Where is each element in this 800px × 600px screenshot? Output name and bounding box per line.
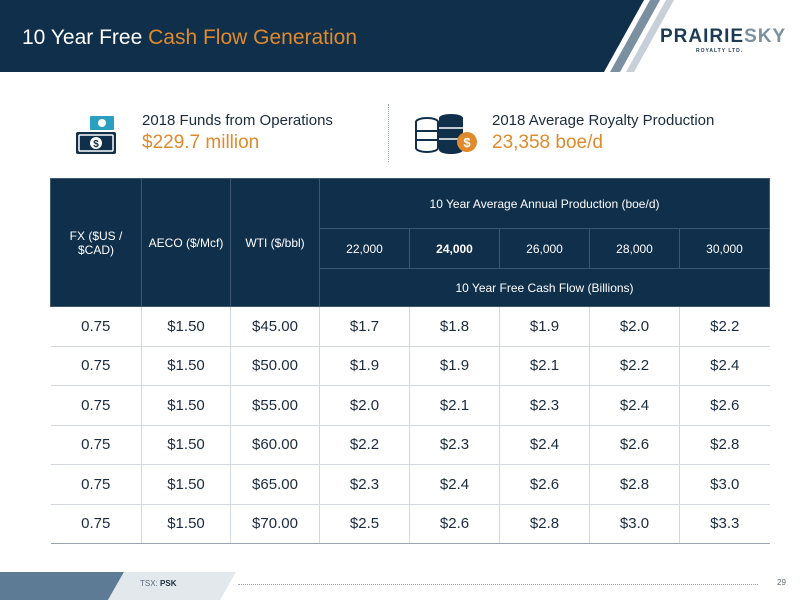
- cash-icon: $: [76, 116, 116, 154]
- table-cell: 0.75: [50, 346, 142, 386]
- table-cell: $1.8: [409, 306, 500, 347]
- kpi-royalty-production: $ 2018 Average Royalty Production 23,358…: [414, 110, 754, 162]
- header-production-level: 30,000: [678, 228, 771, 269]
- slide-footer: TSX: PSK 29: [0, 572, 800, 600]
- table-cell: $65.00: [230, 464, 320, 505]
- kpi-label: 2018 Average Royalty Production: [492, 112, 715, 129]
- table-cell: $55.00: [230, 385, 320, 426]
- table-cell: $1.50: [141, 504, 231, 544]
- header-production-level: 24,000: [409, 228, 500, 269]
- table-cell: $3.0: [589, 504, 680, 544]
- table-cell: $2.5: [319, 504, 410, 544]
- table-cell: $1.9: [409, 346, 500, 386]
- table-cell: $1.50: [141, 385, 231, 426]
- title-accent-text: Cash Flow Generation: [148, 26, 358, 49]
- table-cell: 0.75: [50, 425, 142, 465]
- table-cell: $2.4: [589, 385, 680, 426]
- table-cell: $1.7: [319, 306, 410, 347]
- table-row: 0.75 $1.50 $70.00 $2.5 $2.6 $2.8 $3.0 $3…: [50, 504, 770, 544]
- table-cell: $2.2: [678, 306, 770, 347]
- table-cell: $2.0: [319, 385, 410, 426]
- table-row: 0.75 $1.50 $55.00 $2.0 $2.1 $2.3 $2.4 $2…: [50, 385, 770, 426]
- table-cell: $2.1: [499, 346, 590, 386]
- logo-subtitle: ROYALTY LTD.: [696, 48, 744, 54]
- table-cell: $2.0: [589, 306, 680, 347]
- table-cell: 0.75: [50, 385, 142, 426]
- header-production-level: 26,000: [499, 228, 590, 269]
- footer-accent-band: [0, 572, 236, 600]
- kpi-divider: [388, 104, 389, 162]
- table-cell: $2.6: [409, 504, 500, 544]
- table-cell: $2.8: [678, 425, 770, 465]
- table-cell: $2.6: [499, 464, 590, 505]
- logo-accent-text: SKY: [744, 26, 787, 47]
- table-cell: $2.4: [499, 425, 590, 465]
- footer-divider: [238, 584, 758, 585]
- table-cell: $1.50: [141, 425, 231, 465]
- table-cell: 0.75: [50, 306, 142, 347]
- table-cell: $2.3: [319, 464, 410, 505]
- svg-text:$: $: [93, 139, 99, 150]
- table-cell: $2.8: [499, 504, 590, 544]
- free-cash-flow-table: FX ($US / $CAD) AECO ($/Mcf) WTI ($/bbl)…: [50, 178, 771, 544]
- table-cell: 0.75: [50, 504, 142, 544]
- header-aeco: AECO ($/Mcf): [141, 178, 231, 307]
- ticker-symbol: PSK: [160, 579, 177, 588]
- header-fx: FX ($US / $CAD): [50, 178, 142, 307]
- header-band: [0, 0, 674, 72]
- slide-title: 10 Year Free Cash Flow Generation: [22, 26, 357, 50]
- header-production-level: 22,000: [319, 228, 410, 269]
- table-cell: $1.50: [141, 464, 231, 505]
- header-fcf-caption: 10 Year Free Cash Flow (Billions): [318, 268, 771, 307]
- header-production-level: 28,000: [589, 228, 680, 269]
- table-cell: 0.75: [50, 464, 142, 505]
- table-row: 0.75 $1.50 $60.00 $2.2 $2.3 $2.4 $2.6 $2…: [50, 425, 770, 465]
- table-cell: $2.3: [409, 425, 500, 465]
- kpi-value: $229.7 million: [142, 132, 260, 153]
- table-cell: $60.00: [230, 425, 320, 465]
- table-row: 0.75 $1.50 $65.00 $2.3 $2.4 $2.6 $2.8 $3…: [50, 464, 770, 505]
- title-text: 10 Year Free: [22, 26, 149, 49]
- table-cell: $2.8: [589, 464, 680, 505]
- table-cell: $50.00: [230, 346, 320, 386]
- table-row: 0.75 $1.50 $45.00 $1.7 $1.8 $1.9 $2.0 $2…: [50, 306, 770, 347]
- table-cell: $1.9: [499, 306, 590, 347]
- table-row: 0.75 $1.50 $50.00 $1.9 $1.9 $2.1 $2.2 $2…: [50, 346, 770, 386]
- kpi-label: 2018 Funds from Operations: [142, 112, 333, 129]
- table-cell: $2.2: [589, 346, 680, 386]
- table-cell: $2.3: [499, 385, 590, 426]
- table-cell: $2.6: [589, 425, 680, 465]
- table-cell: $2.4: [678, 346, 770, 386]
- svg-text:$: $: [463, 135, 471, 150]
- header-wti: WTI ($/bbl): [230, 178, 320, 307]
- slide-header: 10 Year Free Cash Flow Generation PRAIRI…: [0, 0, 800, 72]
- table-cell: $1.9: [319, 346, 410, 386]
- table-cell: $2.4: [409, 464, 500, 505]
- page-number: 29: [777, 578, 786, 587]
- table-cell: $3.3: [678, 504, 770, 544]
- logo-main-text: PRAIRIE: [660, 26, 745, 47]
- company-logo: PRAIRIESKY ROYALTY LTD.: [660, 26, 785, 56]
- table-cell: $1.50: [141, 346, 231, 386]
- table-cell: $70.00: [230, 504, 320, 544]
- table-cell: $2.6: [678, 385, 770, 426]
- kpi-funds-from-operations: $ 2018 Funds from Operations $229.7 mill…: [74, 110, 374, 162]
- table-cell: $45.00: [230, 306, 320, 347]
- exchange-label: TSX:: [140, 579, 161, 588]
- header-production-group: 10 Year Average Annual Production (boe/d…: [318, 178, 771, 229]
- table-cell: $1.50: [141, 306, 231, 347]
- ticker-label: TSX: PSK: [140, 579, 176, 588]
- table-cell: $2.1: [409, 385, 500, 426]
- table-cell: $2.2: [319, 425, 410, 465]
- logo-wordmark: PRAIRIESKY: [660, 26, 786, 48]
- kpi-value: 23,358 boe/d: [492, 132, 603, 153]
- oil-barrels-icon: $: [415, 114, 477, 154]
- table-cell: $3.0: [678, 464, 770, 505]
